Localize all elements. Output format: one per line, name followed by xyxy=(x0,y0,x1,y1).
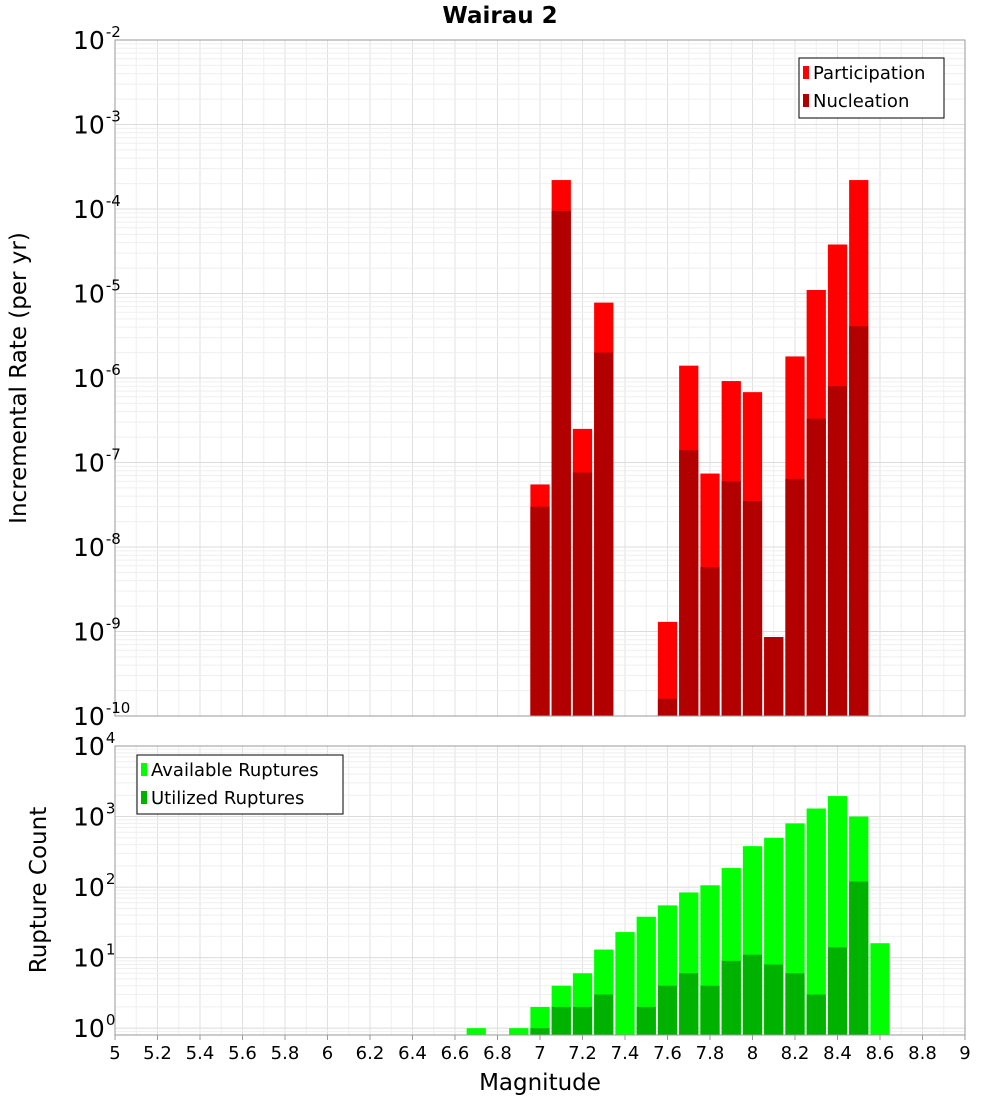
top-y-tick-labels: 10-10 10-9 10-8 10-7 10-6 10-5 10-4 10-3 10-2 xyxy=(73,23,130,731)
bottom-y-tick-labels: 100 101 102 103 104 xyxy=(73,729,115,1043)
nucleation-bar xyxy=(806,418,826,716)
available-ruptures-bar xyxy=(530,1006,550,1035)
nucleation-bar xyxy=(721,481,741,716)
nucleation-bar xyxy=(572,472,593,716)
legend-label-participation: Participation xyxy=(813,63,925,84)
legend-label-utilized-ruptures: Utilized Ruptures xyxy=(151,788,304,809)
utilized-ruptures-bar xyxy=(806,994,826,1035)
nucleation-bar xyxy=(551,210,571,716)
utilized-ruptures-bar xyxy=(849,881,869,1035)
nucleation-bar xyxy=(849,326,869,716)
bottom-bars xyxy=(466,796,890,1035)
available-ruptures-bar xyxy=(870,943,890,1035)
x-tick-label: 7.6 xyxy=(653,1043,682,1064)
legend-label-available-ruptures: Available Ruptures xyxy=(151,760,319,781)
utilized-ruptures-bar xyxy=(551,1006,571,1035)
utilized-ruptures-bar xyxy=(679,973,699,1035)
x-tick-label: 6 xyxy=(322,1043,333,1064)
top-y-tick-label: 10-8 xyxy=(73,530,121,562)
x-tick-label: 7.2 xyxy=(568,1043,597,1064)
top-y-tick-label: 10-2 xyxy=(73,23,121,55)
x-tick-label: 8.2 xyxy=(781,1043,810,1064)
legend-label-nucleation: Nucleation xyxy=(813,91,909,112)
bottom-y-tick-label: 102 xyxy=(73,870,115,902)
x-tick-label: 9 xyxy=(959,1043,970,1064)
legend-swatch-nucleation xyxy=(803,94,809,107)
x-tick-label: 8.6 xyxy=(866,1043,895,1064)
top-y-tick-label: 10-9 xyxy=(73,615,121,647)
x-tick-labels: 5 5.2 5.4 5.6 5.8 6 6.2 6.4 6.6 6.8 7 7.2 7.4 7.6 7.8 8… xyxy=(109,1035,971,1064)
x-tick-label: 8 xyxy=(747,1043,758,1064)
bottom-legend: Available Ruptures Utilized Ruptures xyxy=(136,754,344,815)
nucleation-bar xyxy=(742,501,763,716)
utilized-ruptures-bar xyxy=(827,947,848,1035)
x-tick-label: 7 xyxy=(534,1043,545,1064)
available-ruptures-bar xyxy=(466,1028,486,1035)
top-plot-border xyxy=(114,39,966,717)
x-tick-label: 8.4 xyxy=(823,1043,852,1064)
utilized-ruptures-bar xyxy=(572,1006,593,1035)
top-legend: Participation Nucleation xyxy=(798,57,945,119)
top-y-tick-label: 10-10 xyxy=(73,699,130,731)
nucleation-bar xyxy=(679,450,699,716)
utilized-ruptures-bar xyxy=(742,954,763,1035)
utilized-ruptures-bar xyxy=(785,973,805,1035)
x-tick-label: 6.6 xyxy=(441,1043,470,1064)
available-ruptures-bar xyxy=(615,932,635,1035)
top-y-tick-label: 10-7 xyxy=(73,446,121,478)
top-y-tick-label: 10-3 xyxy=(73,108,121,140)
x-tick-label: 5.8 xyxy=(271,1043,300,1064)
nucleation-bar xyxy=(700,566,720,716)
x-tick-label: 7.8 xyxy=(696,1043,725,1064)
x-tick-label: 8.8 xyxy=(908,1043,937,1064)
x-tick-label: 5.6 xyxy=(228,1043,257,1064)
x-tick-label: 6.4 xyxy=(398,1043,427,1064)
chart-title: Wairau 2 xyxy=(442,3,557,29)
x-tick-label: 7.4 xyxy=(611,1043,640,1064)
x-tick-label: 5.2 xyxy=(143,1043,172,1064)
nucleation-bar xyxy=(657,698,678,716)
available-ruptures-bar xyxy=(806,808,826,1035)
top-y-axis-label: Incremental Rate (per yr) xyxy=(6,232,32,524)
x-tick-label: 5 xyxy=(109,1043,120,1064)
utilized-ruptures-bar xyxy=(721,960,741,1035)
participation-bar xyxy=(657,621,678,716)
legend-swatch-available-ruptures xyxy=(141,763,147,776)
legend-swatch-participation xyxy=(803,66,809,79)
nucleation-bar xyxy=(785,478,805,716)
utilized-ruptures-bar xyxy=(530,1028,550,1035)
x-tick-label: 6.8 xyxy=(483,1043,512,1064)
legend-swatch-utilized-ruptures xyxy=(141,791,147,804)
utilized-ruptures-bar xyxy=(636,1006,656,1035)
top-y-tick-label: 10-5 xyxy=(73,277,121,309)
nucleation-bar xyxy=(530,506,550,716)
top-y-tick-label: 10-4 xyxy=(73,192,121,224)
bottom-y-tick-label: 101 xyxy=(73,941,115,973)
available-ruptures-bar xyxy=(509,1028,529,1035)
top-bars xyxy=(530,180,869,716)
utilized-ruptures-bar xyxy=(764,964,784,1035)
x-tick-label: 5.4 xyxy=(186,1043,215,1064)
x-tick-label: 6.2 xyxy=(356,1043,385,1064)
bottom-y-tick-label: 103 xyxy=(73,800,115,832)
available-ruptures-bar xyxy=(636,916,656,1035)
utilized-ruptures-bar xyxy=(594,994,614,1035)
top-y-tick-label: 10-6 xyxy=(73,361,121,393)
bottom-plot-panel: 100 101 102 103 104 5 5.2 5.4 5.6 5.8 6 6.2 6.4 6.6 6… xyxy=(26,729,971,1096)
x-axis-label: Magnitude xyxy=(479,1070,601,1096)
bottom-y-tick-label: 100 xyxy=(73,1011,115,1043)
nucleation-bar xyxy=(594,352,614,716)
top-legend-box xyxy=(798,57,945,119)
nucleation-bar xyxy=(764,637,784,716)
top-plot-panel: 10-10 10-9 10-8 10-7 10-6 10-5 10-4 10-3 10-2 In… xyxy=(6,23,966,731)
nucleation-bar xyxy=(827,386,848,716)
utilized-ruptures-bar xyxy=(657,985,678,1035)
bottom-y-axis-label: Rupture Count xyxy=(26,807,52,973)
utilized-ruptures-bar xyxy=(700,985,720,1035)
bottom-legend-box xyxy=(136,754,344,815)
bottom-y-tick-label: 104 xyxy=(73,729,115,761)
